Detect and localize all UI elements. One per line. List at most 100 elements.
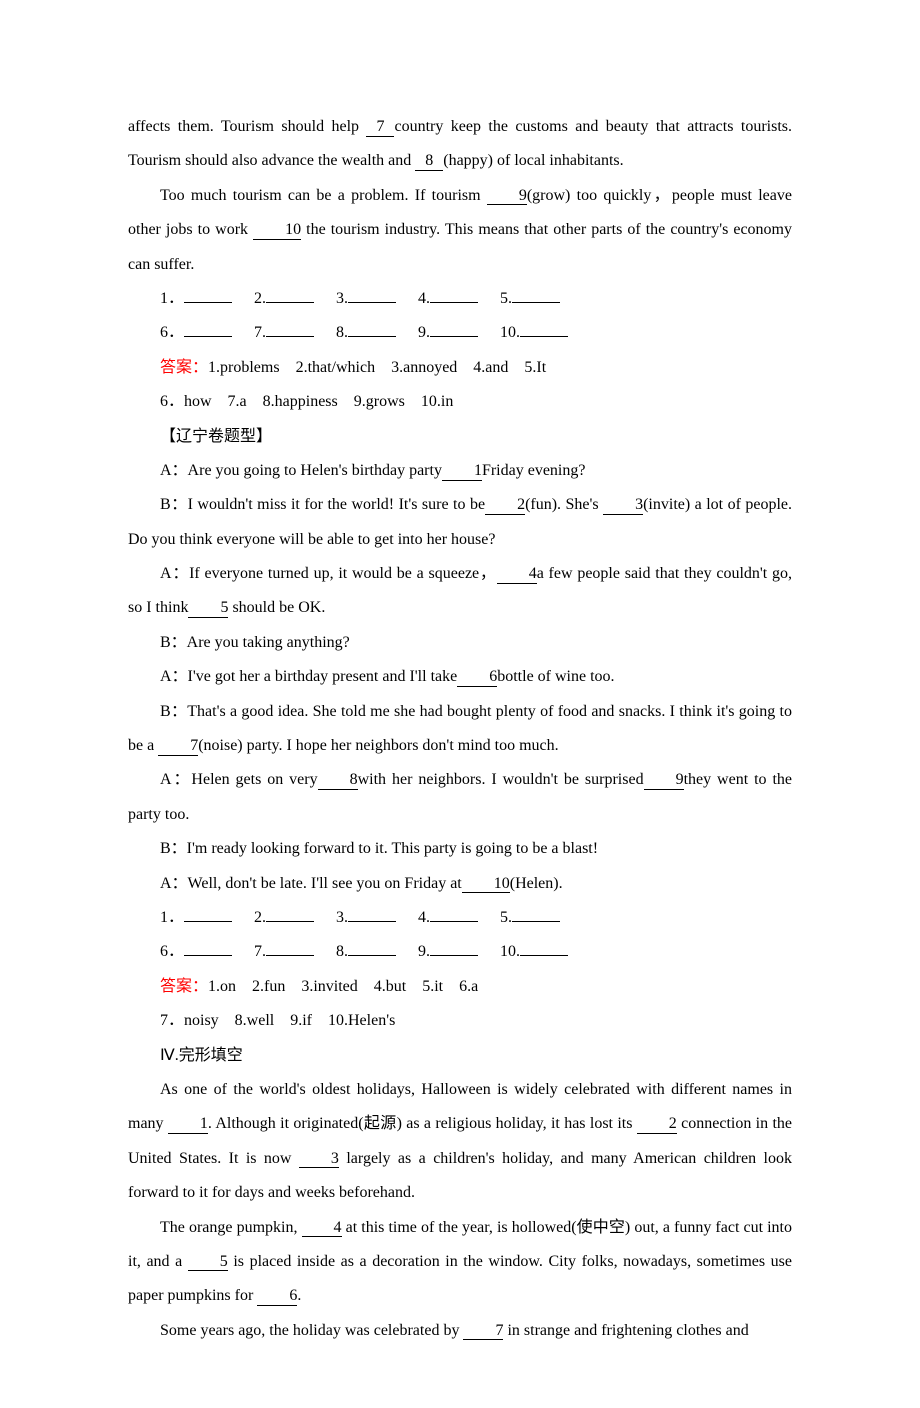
section2-title: 【辽宁卷题型】 xyxy=(128,420,792,454)
answer-blank xyxy=(266,921,314,922)
dialogue-blanks-row1: 1． 2. 3. 4. 5. xyxy=(128,901,792,935)
label: 2. xyxy=(254,909,266,926)
text: bottle of wine too. xyxy=(497,668,614,685)
answer-blank xyxy=(184,336,232,337)
label: 9. xyxy=(418,943,430,960)
answer-label: 答案： xyxy=(160,359,208,376)
passage1-answers-row2: 6．how 7.a 8.happiness 9.grows 10.in xyxy=(128,385,792,419)
label: 6． xyxy=(160,943,184,960)
text: should be OK. xyxy=(228,599,325,616)
answer-blank xyxy=(266,302,314,303)
answer-blank xyxy=(348,921,396,922)
dialogue-b2: B：Are you taking anything? xyxy=(128,626,792,660)
text: (Helen). xyxy=(510,875,563,892)
label: 5. xyxy=(500,909,512,926)
blank-8: 8 xyxy=(415,152,443,171)
section3-title: Ⅳ.完形填空 xyxy=(128,1039,792,1073)
text: Friday evening? xyxy=(482,462,586,479)
text: (happy) of local inhabitants. xyxy=(443,152,623,169)
text: A：If everyone turned up, it would be a s… xyxy=(160,565,497,582)
answers-text: 6．how 7.a 8.happiness 9.grows 10.in xyxy=(160,393,453,410)
dialogue-a4: A：Helen gets on very8with her neighbors.… xyxy=(128,763,792,832)
dialogue-a3: A：I've got her a birthday present and I'… xyxy=(128,660,792,694)
answer-blank xyxy=(430,336,478,337)
passage1-blanks-row1: 1． 2. 3. 4. 5. xyxy=(128,282,792,316)
label: 7. xyxy=(254,943,266,960)
dialogue-a5: A：Well, don't be late. I'll see you on F… xyxy=(128,867,792,901)
text: B：I'm ready looking forward to it. This … xyxy=(160,840,598,857)
dialogue-b4: B：I'm ready looking forward to it. This … xyxy=(128,832,792,866)
dialogue-blanks-row2: 6． 7. 8. 9. 10. xyxy=(128,935,792,969)
text: (fun). She's xyxy=(525,496,603,513)
cloze-p2: The orange pumpkin, 4 at this time of th… xyxy=(128,1211,792,1314)
blank-2: 2 xyxy=(485,496,525,515)
blank-2: 2 xyxy=(637,1115,677,1134)
blank-8: 8 xyxy=(318,771,358,790)
text: A：Are you going to Helen's birthday part… xyxy=(160,462,442,479)
text: in strange and frightening clothes and xyxy=(503,1322,748,1339)
answer-blank xyxy=(512,302,560,303)
text: A：Helen gets on very xyxy=(160,771,318,788)
text: Too much tourism can be a problem. If to… xyxy=(160,187,487,204)
answers-text: 7．noisy 8.well 9.if 10.Helen's xyxy=(160,1012,395,1029)
text: A：I've got her a birthday present and I'… xyxy=(160,668,457,685)
text: affects them. Tourism should help xyxy=(128,118,366,135)
answers-text: 1.problems 2.that/which 3.annoyed 4.and … xyxy=(208,359,546,376)
blank-9: 9 xyxy=(487,187,527,206)
label: 7. xyxy=(254,324,266,341)
blank-5: 5 xyxy=(188,599,228,618)
text: Some years ago, the holiday was celebrat… xyxy=(160,1322,463,1339)
passage1-line2: Too much tourism can be a problem. If to… xyxy=(128,179,792,282)
text: . Although it originated(起源) as a religi… xyxy=(208,1115,637,1132)
blank-10: 10 xyxy=(462,875,510,894)
answer-blank xyxy=(184,302,232,303)
blank-10: 10 xyxy=(253,221,301,240)
label: 6． xyxy=(160,324,184,341)
answers-text: 1.on 2.fun 3.invited 4.but 5.it 6.a xyxy=(208,978,478,995)
dialogue-b3: B：That's a good idea. She told me she ha… xyxy=(128,695,792,764)
answer-blank xyxy=(430,921,478,922)
label: 4. xyxy=(418,290,430,307)
answer-blank xyxy=(348,336,396,337)
answer-blank xyxy=(184,955,232,956)
text: A：Well, don't be late. I'll see you on F… xyxy=(160,875,462,892)
dialogue-answers-row1: 答案：1.on 2.fun 3.invited 4.but 5.it 6.a xyxy=(128,970,792,1004)
dialogue-a2: A：If everyone turned up, it would be a s… xyxy=(128,557,792,626)
passage1-answers-row1: 答案：1.problems 2.that/which 3.annoyed 4.a… xyxy=(128,351,792,385)
label: 8. xyxy=(336,324,348,341)
blank-7: 7 xyxy=(463,1322,503,1341)
title-text: Ⅳ.完形填空 xyxy=(160,1047,243,1064)
answer-blank xyxy=(266,336,314,337)
blank-6: 6 xyxy=(457,668,497,687)
blank-5: 5 xyxy=(188,1253,228,1272)
answer-blank xyxy=(348,302,396,303)
blank-7: 7 xyxy=(366,118,394,137)
answer-blank xyxy=(430,955,478,956)
answer-blank xyxy=(430,302,478,303)
blank-4: 4 xyxy=(302,1219,342,1238)
text: B：I wouldn't miss it for the world! It's… xyxy=(160,496,485,513)
label: 4. xyxy=(418,909,430,926)
answer-blank xyxy=(512,921,560,922)
label: 3. xyxy=(336,290,348,307)
dialogue-answers-row2: 7．noisy 8.well 9.if 10.Helen's xyxy=(128,1004,792,1038)
text: is placed inside as a decoration in the … xyxy=(128,1253,792,1304)
cloze-p3: Some years ago, the holiday was celebrat… xyxy=(128,1314,792,1348)
blank-9: 9 xyxy=(644,771,684,790)
answer-blank xyxy=(520,955,568,956)
label: 1． xyxy=(160,909,184,926)
blank-3: 3 xyxy=(299,1150,339,1169)
answer-blank xyxy=(520,336,568,337)
passage1-blanks-row2: 6． 7. 8. 9. 10. xyxy=(128,316,792,350)
label: 2. xyxy=(254,290,266,307)
title-text: 【辽宁卷题型】 xyxy=(160,428,272,445)
blank-1: 1 xyxy=(442,462,482,481)
answer-label: 答案： xyxy=(160,978,208,995)
label: 5. xyxy=(500,290,512,307)
blank-7: 7 xyxy=(158,737,198,756)
answer-blank xyxy=(184,921,232,922)
answer-blank xyxy=(348,955,396,956)
passage1-line1: affects them. Tourism should help 7count… xyxy=(128,110,792,179)
blank-6: 6 xyxy=(257,1287,297,1306)
blank-3: 3 xyxy=(603,496,643,515)
